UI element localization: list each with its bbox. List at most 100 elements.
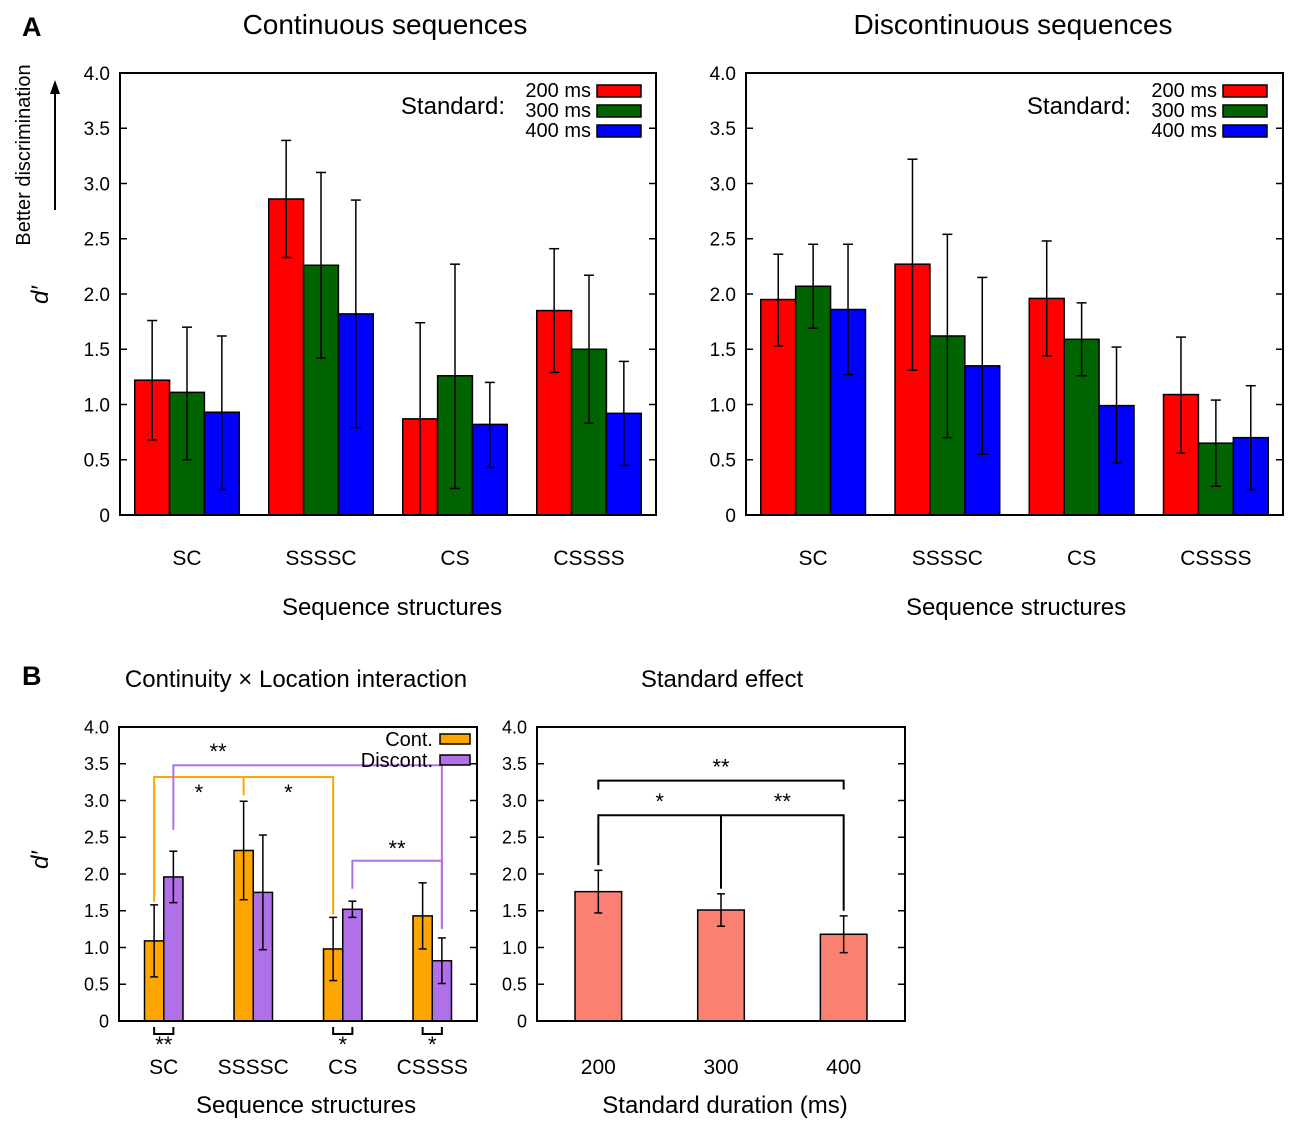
ylabel-panel-a: d′: [27, 285, 54, 304]
panel-label-b: B: [22, 661, 42, 691]
sig-star-sc-cssss-discont: **: [209, 739, 227, 764]
y-tick-label: 2.0: [710, 285, 736, 306]
legend-label-300: 300 ms: [525, 100, 591, 122]
sig-star-cs-cssss-discont: **: [389, 836, 407, 861]
bracket-200-400: [597, 779, 845, 790]
legend-label-cont: Cont.: [385, 729, 433, 751]
y-tick-label: 3.5: [84, 754, 109, 774]
sig-star-200-400: **: [712, 755, 730, 780]
category-label-cs: CS: [328, 1056, 357, 1079]
legend-title: Standard:: [1027, 93, 1131, 120]
legend-swatch-400: [1222, 124, 1268, 138]
x-axis-label: Sequence structures: [196, 1092, 416, 1119]
legend-label-400: 400 ms: [525, 120, 591, 142]
category-label-ssssc: SSSSC: [218, 1056, 289, 1079]
sig-star-below-sc: **: [155, 1032, 173, 1057]
bar-300-standard-effect: [696, 909, 746, 1022]
better-discrimination-arrow-head: [50, 80, 60, 94]
y-tick-label: 4.0: [84, 717, 109, 737]
legend-title: Standard:: [401, 93, 505, 120]
y-tick-label: 2.0: [84, 285, 110, 306]
legend-label-400: 400 ms: [1151, 120, 1217, 142]
category-label-cssss: CSSSS: [553, 547, 624, 570]
y-tick-label: 0: [99, 1011, 109, 1031]
category-label-cs: CS: [440, 547, 469, 570]
x-axis-label: Sequence structures: [906, 594, 1126, 621]
chart-interaction: Continuity × Location interaction Sequen…: [84, 666, 478, 1119]
y-tick-label: 2.5: [84, 230, 110, 251]
category-label-sc: SC: [149, 1056, 178, 1079]
y-tick-label: 3.0: [84, 791, 109, 811]
sig-star-below-cssss: *: [428, 1032, 437, 1057]
category-label-ssssc: SSSSC: [912, 547, 983, 570]
sig-star-300-400: **: [774, 789, 792, 814]
y-tick-label: 3.5: [710, 119, 736, 140]
sig-star-sc-ssssc: *: [195, 780, 204, 805]
y-tick-label: 4.0: [710, 64, 736, 85]
chart-continuous: Continuous sequences Sequence structures…: [84, 9, 657, 621]
category-label-cs: CS: [1067, 547, 1096, 570]
y-tick-label: 1.5: [84, 901, 109, 921]
legend-label-discont: Discont.: [361, 750, 433, 772]
category-label-400: 400: [826, 1056, 861, 1079]
y-tick-label: 1.5: [710, 340, 736, 361]
bracket-discont-cs-cssss: [351, 859, 443, 927]
category-label-200: 200: [581, 1056, 616, 1079]
y-tick-label: 4.0: [84, 64, 110, 85]
y-tick-label: 3.0: [710, 174, 736, 195]
y-tick-label: 2.5: [710, 230, 736, 251]
y-tick-label: 3.0: [502, 791, 527, 811]
y-tick-label: 1.5: [84, 340, 110, 361]
y-tick-label: 2.5: [84, 828, 109, 848]
chart-standard-effect: Standard effect Standard duration (ms) 0…: [502, 666, 906, 1119]
chart-title: Continuity × Location interaction: [125, 666, 467, 693]
panel-label-a: A: [22, 12, 42, 42]
y-tick-label: 1.0: [84, 938, 109, 958]
category-label-cssss: CSSSS: [397, 1056, 468, 1079]
y-tick-label: 3.5: [84, 119, 110, 140]
y-tick-label: 1.0: [710, 395, 736, 416]
ylabel-panel-b: d′: [27, 850, 54, 869]
legend-swatch-cont: [439, 733, 471, 745]
category-label-sc: SC: [172, 547, 201, 570]
y-tick-label: 2.5: [502, 828, 527, 848]
y-tick-label: 2.0: [502, 864, 527, 884]
bracket-below-cs: [332, 1027, 354, 1035]
legend-swatch-discont: [439, 754, 471, 766]
chart-title: Continuous sequences: [243, 9, 528, 40]
significance-brackets: * ******* * *: [153, 739, 443, 1057]
legend-label-200: 200 ms: [525, 80, 591, 102]
y-tick-label: 0: [725, 506, 736, 527]
sig-star-below-cs: *: [338, 1032, 347, 1057]
legend-label-200: 200 ms: [1151, 80, 1217, 102]
legend: Cont. Discont.: [361, 729, 471, 772]
chart-discontinuous: Discontinuous sequences Sequence structu…: [710, 9, 1284, 621]
bar-cs-discont: [342, 908, 363, 1022]
y-tick-label: 3.0: [84, 174, 110, 195]
sig-star-ssssc-cs: *: [284, 780, 293, 805]
y-tick-label: 1.0: [84, 395, 110, 416]
legend-label-300: 300 ms: [1151, 100, 1217, 122]
category-label-sc: SC: [799, 547, 828, 570]
bracket-below-cssss: [421, 1027, 443, 1035]
legend-swatch-300: [1222, 104, 1268, 118]
legend-swatch-200: [596, 84, 642, 98]
legend: Standard: 200 ms 300 ms 400 ms: [401, 80, 642, 142]
legend: Standard: 200 ms 300 ms 400 ms: [1027, 80, 1268, 142]
significance-brackets: *** **: [597, 755, 845, 911]
y-tick-label: 0.5: [502, 975, 527, 995]
y-tick-label: 1.5: [502, 901, 527, 921]
y-tick-label: 0: [517, 1011, 527, 1031]
y-tick-label: 3.5: [502, 754, 527, 774]
y-tick-label: 0.5: [84, 451, 110, 472]
x-axis-label: Sequence structures: [282, 594, 502, 621]
sig-star-200-300: *: [655, 789, 664, 814]
y-tick-label: 0: [99, 506, 110, 527]
chart-title: Discontinuous sequences: [853, 9, 1172, 40]
x-axis-label: Standard duration (ms): [602, 1092, 847, 1119]
bracket-discont-sc-cssss: [172, 764, 443, 930]
category-label-300: 300: [703, 1056, 738, 1079]
y-tick-label: 0.5: [710, 451, 736, 472]
legend-swatch-300: [596, 104, 642, 118]
